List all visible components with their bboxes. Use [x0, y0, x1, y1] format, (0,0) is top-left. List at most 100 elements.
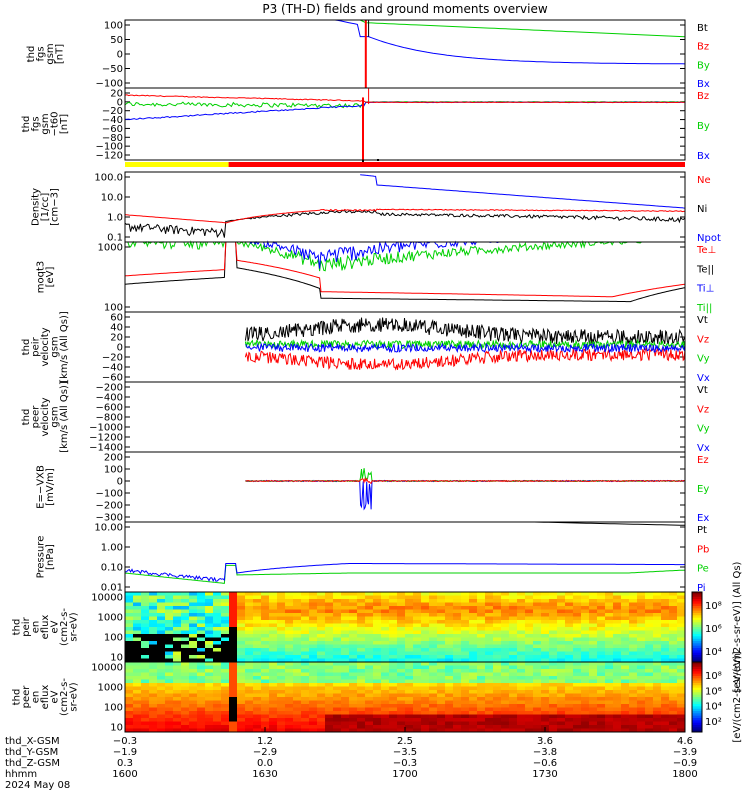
heatmap-cell [581, 592, 590, 596]
heatmap-cell [125, 721, 134, 726]
colorbar-segment [692, 659, 702, 663]
heatmap-cell [581, 690, 590, 694]
legend-vt: Vt [697, 385, 708, 396]
heatmap-cell [477, 697, 486, 701]
heatmap-cell [669, 728, 678, 733]
heatmap-cell [653, 693, 662, 698]
heatmap-cell [677, 627, 686, 631]
heatmap-cell [277, 599, 286, 603]
legend-te⊥: Te⊥ [696, 245, 716, 256]
heatmap-cell [605, 662, 614, 666]
heatmap-cell [269, 728, 278, 733]
heatmap-cell [269, 620, 278, 624]
heatmap-cell [293, 592, 302, 596]
heatmap-cell [485, 616, 494, 621]
heatmap-cell [141, 676, 150, 680]
heatmap-cell [565, 679, 574, 684]
heatmap-cell [493, 704, 502, 708]
x-row-label: 2024 May 08 [5, 780, 70, 791]
colorbar-segment [692, 666, 702, 670]
heatmap-cell [437, 686, 446, 691]
heatmap-cell [317, 665, 326, 670]
heatmap-cell [461, 718, 470, 722]
heatmap-cell [277, 704, 286, 708]
heatmap-cell [293, 599, 302, 603]
heatmap-cell [333, 658, 342, 663]
heatmap-cell [469, 623, 478, 628]
heatmap-cell [205, 644, 214, 649]
heatmap-cell [653, 620, 662, 624]
heatmap-cell [677, 616, 686, 621]
heatmap-cell [677, 697, 686, 701]
y-tick-label: 20 [110, 333, 123, 344]
heatmap-cell [677, 714, 686, 719]
heatmap-cell [301, 609, 310, 614]
heatmap-cell [125, 728, 134, 733]
heatmap-cell [301, 602, 310, 607]
heatmap-cell [669, 679, 678, 684]
heatmap-cell [669, 707, 678, 712]
heatmap-cell [205, 679, 214, 684]
heatmap-cell [261, 606, 270, 610]
heatmap-cell [517, 718, 526, 722]
heatmap-cell [581, 714, 590, 719]
heatmap-cell [485, 613, 494, 617]
heatmap-cell [357, 609, 366, 614]
heatmap-cell [213, 655, 222, 659]
y-tick-label: 1000 [98, 613, 123, 624]
heatmap-cell [245, 693, 254, 698]
heatmap-cell [517, 693, 526, 698]
heatmap-cell [197, 683, 206, 687]
heatmap-cell [149, 613, 158, 617]
heatmap-cell [149, 683, 158, 687]
heatmap-cell [413, 651, 422, 656]
heatmap-cell [573, 658, 582, 663]
heatmap-cell [557, 714, 566, 719]
heatmap-cell [413, 669, 422, 673]
heatmap-cell [437, 641, 446, 645]
heatmap-cell [549, 676, 558, 680]
heatmap-cell [325, 616, 334, 621]
colorbar-segment [692, 680, 702, 684]
heatmap-cell [461, 613, 470, 617]
heatmap-cell [565, 655, 574, 659]
y-tick-label: −20 [102, 106, 123, 117]
heatmap-cell [501, 683, 510, 687]
heatmap-cell [381, 599, 390, 603]
heatmap-cell [477, 686, 486, 691]
x-tick-label-z-gsm: −0.6 [533, 758, 557, 769]
heatmap-cell [189, 616, 198, 621]
colorbar-tick-label: 10⁴ [705, 702, 722, 713]
heatmap-cell [477, 592, 486, 596]
heatmap-cell [349, 718, 358, 722]
heatmap-cell [349, 613, 358, 617]
x-tick-label-y-gsm: −2.9 [253, 747, 277, 758]
heatmap-cell [421, 662, 430, 666]
heatmap-cell [365, 690, 374, 694]
heatmap-cell [517, 679, 526, 684]
heatmap-cell [477, 627, 486, 631]
heatmap-cell [469, 599, 478, 603]
heatmap-cell [581, 637, 590, 642]
heatmap-cell [549, 655, 558, 659]
y-tick-label: −1200 [89, 433, 123, 444]
heatmap-cell [141, 613, 150, 617]
heatmap-cell [165, 697, 174, 701]
heatmap-cell [525, 595, 534, 600]
heatmap-cell [189, 606, 198, 610]
heatmap-cell [597, 725, 606, 729]
heatmap-cell [469, 634, 478, 638]
colorbar-segment [692, 671, 702, 675]
heatmap-cell [581, 644, 590, 649]
heatmap-cell [637, 641, 646, 645]
heatmap-cell [309, 609, 318, 614]
heatmap-cell [429, 658, 438, 663]
heatmap-cell [325, 644, 334, 649]
heatmap-cell [197, 665, 206, 670]
heatmap-cell [245, 644, 254, 649]
heatmap-cell [437, 725, 446, 729]
heatmap-cell [349, 697, 358, 701]
heatmap-cell [645, 599, 654, 603]
heatmap-cell [493, 714, 502, 719]
heatmap-cell [213, 707, 222, 712]
